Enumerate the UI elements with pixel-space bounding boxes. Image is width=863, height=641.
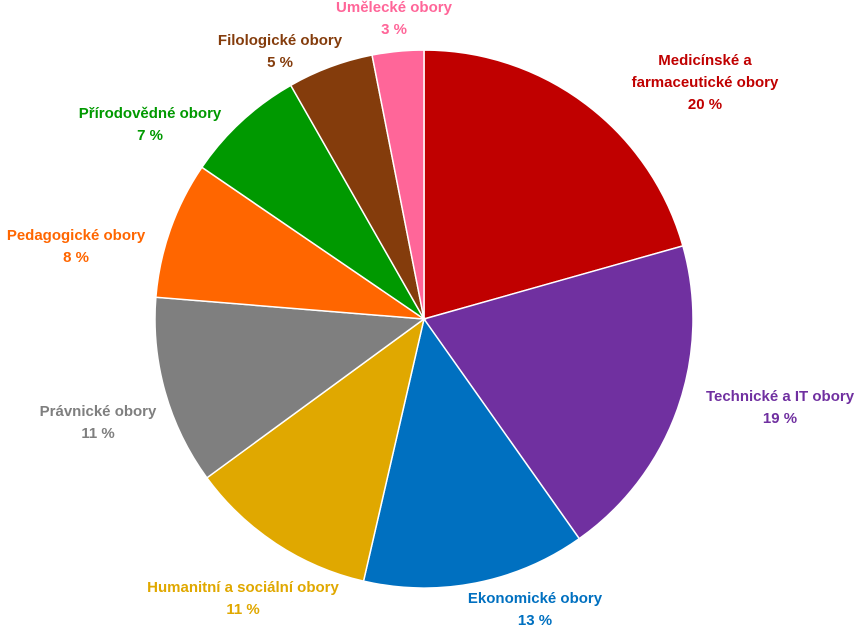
slice-value-label: 5 %: [267, 54, 293, 71]
slice-category-label: Medicínské a: [658, 52, 752, 69]
slice-label: Medicínské a farmaceutické obory 20 %: [632, 52, 779, 113]
slice-category-label: farmaceutické obory: [632, 74, 779, 91]
slice-value-label: 20 %: [688, 96, 722, 113]
slice-value-label: 8 %: [63, 249, 89, 266]
slice-category-label: Umělecké obory: [336, 0, 453, 16]
slice-label: Právnické obory 11 %: [40, 403, 157, 442]
slice-label: Ekonomické obory 13 %: [468, 590, 603, 629]
slice-label: Technické a IT obory 19 %: [706, 388, 855, 427]
slice-label: Filologické obory 5 %: [218, 32, 343, 71]
slice-label: Pedagogické obory 8 %: [7, 227, 146, 266]
slice-value-label: 13 %: [518, 612, 552, 629]
slice-value-label: 11 %: [226, 601, 259, 618]
slice-label: Přírodovědné obory 7 %: [79, 105, 222, 144]
slice-category-label: Filologické obory: [218, 32, 343, 49]
slice-label: Umělecké obory 3 %: [336, 0, 453, 38]
slice-value-label: 3 %: [381, 21, 407, 38]
slice-value-label: 19 %: [763, 410, 797, 427]
slice-category-label: Přírodovědné obory: [79, 105, 222, 122]
slice-value-label: 11 %: [81, 425, 114, 442]
slice-category-label: Pedagogické obory: [7, 227, 146, 244]
slice-category-label: Humanitní a sociální obory: [147, 579, 339, 596]
slice-value-label: 7 %: [137, 127, 163, 144]
slice-category-label: Technické a IT obory: [706, 388, 855, 405]
slice-category-label: Právnické obory: [40, 403, 157, 420]
pie-slices: [155, 50, 693, 588]
slice-category-label: Ekonomické obory: [468, 590, 603, 607]
slice-label: Humanitní a sociální obory 11 %: [147, 579, 339, 618]
